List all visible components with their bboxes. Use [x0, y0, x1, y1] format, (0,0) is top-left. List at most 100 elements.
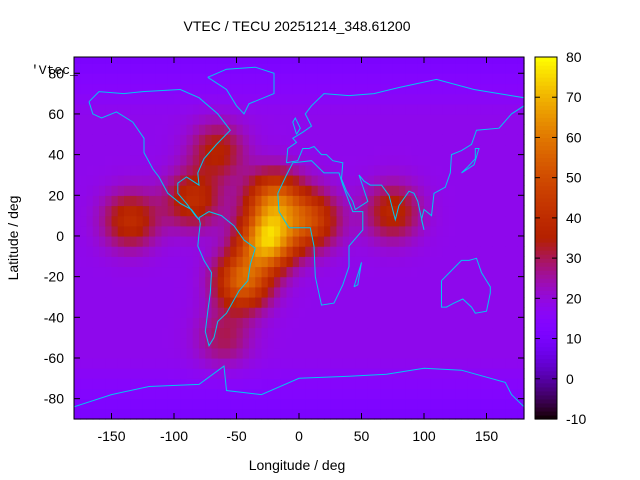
heatmap-cell [461, 113, 469, 125]
heatmap-cell [186, 368, 194, 379]
heatmap-cell [92, 63, 100, 74]
heatmap-cell [74, 286, 81, 298]
heatmap-cell [505, 246, 513, 257]
heatmap-cell [167, 368, 175, 379]
heatmap-cell [74, 185, 81, 196]
heatmap-cell [230, 164, 238, 176]
heatmap-cell [205, 144, 213, 156]
heatmap-cell [249, 327, 256, 339]
heatmap-cell [486, 378, 494, 390]
heatmap-cell [486, 113, 494, 125]
heatmap-cell [111, 256, 119, 268]
heatmap-cell [305, 276, 313, 288]
heatmap-cell [286, 134, 294, 146]
heatmap-cell [411, 174, 419, 186]
heatmap-cell [74, 337, 81, 349]
heatmap-cell [86, 225, 94, 237]
coastline-path [197, 211, 256, 348]
heatmap-cell [486, 93, 494, 105]
heatmap-cell [124, 398, 131, 410]
heatmap-cell [149, 368, 156, 379]
heatmap-cell [480, 408, 488, 420]
heatmap-cell [517, 256, 525, 268]
heatmap-cell [349, 103, 356, 115]
heatmap-cell [449, 185, 456, 196]
colorbar-segment [535, 81, 557, 86]
heatmap-cell [492, 368, 500, 379]
heatmap-cell [174, 164, 181, 176]
heatmap-cell [467, 235, 475, 247]
heatmap-cell [430, 246, 438, 257]
colorbar-segment [535, 362, 557, 368]
heatmap-cell [136, 235, 144, 247]
heatmap-cell [511, 286, 519, 298]
heatmap-cell [105, 144, 113, 156]
heatmap-cell [386, 57, 394, 64]
heatmap-cell [80, 83, 88, 95]
heatmap-cell [399, 174, 406, 186]
heatmap-cell [511, 63, 519, 74]
heatmap-cell [336, 337, 344, 349]
heatmap-cell [442, 225, 450, 237]
heatmap-cell [86, 378, 94, 390]
heatmap-cell [117, 124, 125, 135]
heatmap-cell [374, 195, 381, 207]
heatmap-cell [355, 256, 363, 268]
colorbar-segment [535, 358, 557, 364]
heatmap-cell [499, 185, 506, 196]
heatmap-cell [155, 83, 163, 95]
heatmap-cell [174, 73, 181, 85]
heatmap-cell [455, 63, 463, 74]
heatmap-cell [86, 215, 94, 227]
heatmap-cell [405, 408, 413, 420]
heatmap-cell [311, 337, 319, 349]
heatmap-cell [392, 378, 400, 390]
heatmap-cell [255, 296, 263, 308]
colorbar-segment [535, 294, 557, 299]
heatmap-cell [180, 154, 188, 166]
heatmap-cell [424, 296, 431, 308]
heatmap-cell [180, 124, 188, 135]
heatmap-cell [424, 347, 431, 359]
heatmap-cell [205, 246, 213, 257]
chart-title: VTEC / TECU 20251214_348.61200 [183, 18, 410, 34]
heatmap-cell [374, 296, 381, 308]
heatmap-cell [174, 357, 181, 369]
heatmap-cell [499, 154, 506, 166]
colorbar-tick-label: 0 [566, 371, 574, 387]
heatmap-cell [174, 134, 181, 146]
heatmap-cell [436, 337, 444, 349]
heatmap-cell [492, 185, 500, 196]
heatmap-cell [217, 124, 225, 135]
heatmap-cell [155, 103, 163, 115]
heatmap-cell [317, 57, 325, 64]
heatmap-cell [480, 164, 488, 176]
heatmap-cell [505, 408, 513, 420]
heatmap-cell [117, 113, 125, 125]
heatmap-cell [217, 73, 225, 85]
heatmap-cell [311, 73, 319, 85]
heatmap-cell [155, 63, 163, 74]
heatmap-cell [449, 378, 456, 390]
heatmap-cell [286, 368, 294, 379]
heatmap-cell [111, 266, 119, 278]
heatmap-cell [274, 256, 281, 268]
heatmap-cell [161, 144, 169, 156]
heatmap-cell [492, 225, 500, 237]
heatmap-cell [74, 235, 81, 247]
heatmap-cell [236, 174, 244, 186]
heatmap-cell [517, 286, 525, 298]
heatmap-cell [336, 368, 344, 379]
heatmap-cell [174, 63, 181, 74]
heatmap-cell [211, 276, 219, 288]
heatmap-cell [380, 317, 388, 329]
heatmap-cell [299, 307, 306, 318]
heatmap-cell [430, 205, 438, 217]
heatmap-cell [211, 368, 219, 379]
heatmap-cell [380, 276, 388, 288]
heatmap-cell [374, 93, 381, 105]
heatmap-cell [267, 185, 275, 196]
heatmap-cell [74, 57, 81, 64]
heatmap-cell [499, 337, 506, 349]
heatmap-cell [317, 337, 325, 349]
